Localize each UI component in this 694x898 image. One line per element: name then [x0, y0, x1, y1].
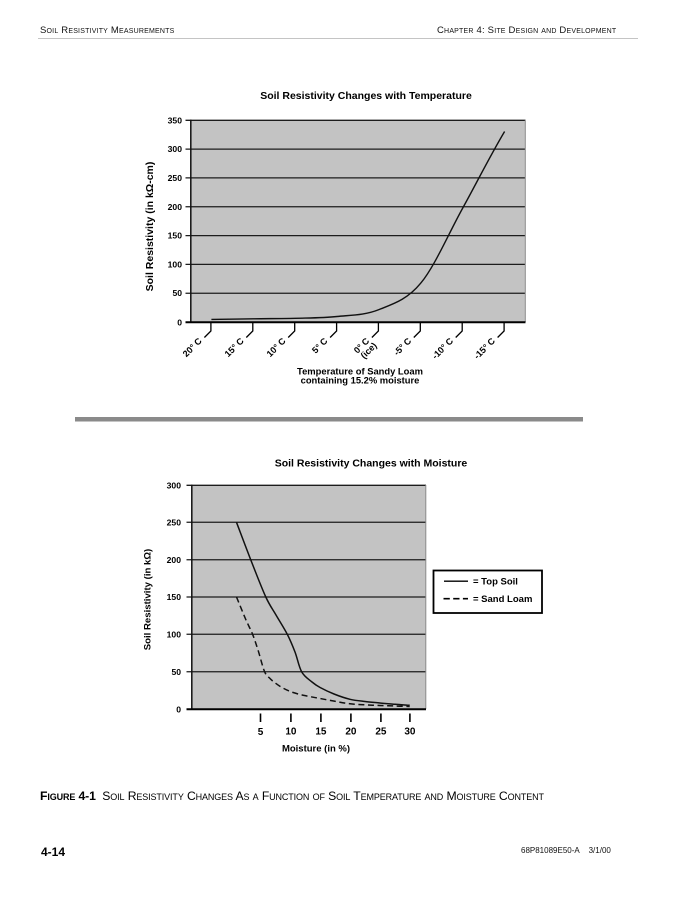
svg-text:containing 15.2% moisture: containing 15.2% moisture: [301, 374, 420, 385]
svg-text:100: 100: [167, 630, 182, 640]
svg-text:30: 30: [404, 727, 416, 738]
svg-text:0: 0: [176, 704, 181, 714]
svg-text:10: 10: [285, 727, 297, 738]
svg-text:350: 350: [168, 115, 183, 125]
svg-text:50: 50: [172, 288, 182, 298]
svg-text:= Sand Loam: = Sand Loam: [473, 594, 532, 605]
svg-text:= Top Soil: = Top Soil: [473, 576, 518, 587]
svg-text:Soil Resistivity Changes with: Soil Resistivity Changes with Moisture: [275, 458, 468, 470]
svg-text:Soil Resistivity (in kΩ-cm): Soil Resistivity (in kΩ-cm): [144, 162, 156, 292]
svg-text:15° C: 15° C: [223, 335, 246, 358]
svg-text:100: 100: [168, 259, 183, 269]
svg-text:150: 150: [168, 231, 183, 241]
svg-text:200: 200: [167, 555, 182, 565]
svg-text:50: 50: [171, 667, 181, 677]
svg-text:300: 300: [167, 480, 182, 490]
svg-text:5° C: 5° C: [310, 335, 330, 355]
svg-text:10° C: 10° C: [265, 335, 288, 358]
svg-text:250: 250: [167, 518, 182, 528]
svg-text:-15° C: -15° C: [472, 335, 498, 361]
svg-text:0° C(ice): 0° C(ice): [352, 334, 379, 361]
svg-text:-10° C: -10° C: [430, 335, 456, 361]
svg-text:300: 300: [168, 144, 183, 154]
svg-text:Soil Resistivity Changes with: Soil Resistivity Changes with Temperatur…: [260, 90, 472, 102]
svg-text:25: 25: [375, 727, 387, 738]
svg-text:150: 150: [167, 592, 182, 602]
svg-text:Soil Resistivity (in kΩ): Soil Resistivity (in kΩ): [143, 549, 154, 651]
svg-text:250: 250: [168, 173, 183, 183]
svg-text:200: 200: [168, 202, 183, 212]
svg-text:0: 0: [177, 317, 182, 327]
svg-text:Temperature of Sandy Loam: Temperature of Sandy Loam: [297, 366, 423, 377]
svg-text:5: 5: [258, 727, 264, 738]
svg-text:Moisture (in %): Moisture (in %): [282, 744, 350, 755]
svg-text:15: 15: [315, 727, 327, 738]
svg-text:20° C: 20° C: [181, 335, 204, 358]
svg-text:20: 20: [345, 727, 357, 738]
svg-text:-5° C: -5° C: [392, 335, 414, 357]
